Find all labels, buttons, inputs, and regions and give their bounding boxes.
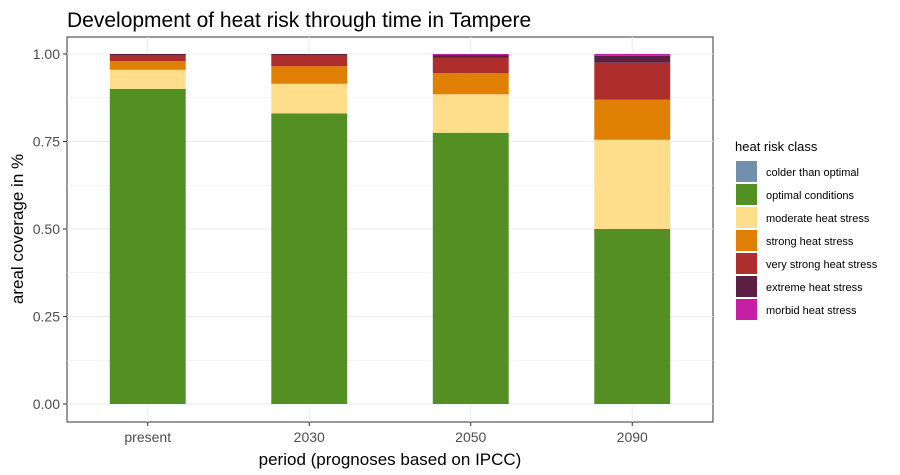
bar-segment	[109, 69, 186, 89]
y-axis-ticks: 0.00 0.25 0.50 0.75 1.00	[33, 46, 67, 412]
bar-segment	[109, 89, 186, 404]
bar-segment	[109, 54, 186, 56]
bar-segment	[432, 57, 509, 74]
legend-key	[736, 207, 757, 228]
legend-label: morbid heat stress	[766, 305, 857, 317]
x-tick-label: present	[124, 429, 171, 445]
bar-segment	[594, 54, 671, 56]
legend-label: optimal conditions	[766, 190, 855, 202]
bars	[109, 54, 671, 404]
legend: colder than optimal optimal conditions mod…	[736, 161, 878, 320]
y-tick-label: 0.25	[33, 309, 60, 325]
legend-label: strong heat stress	[766, 236, 854, 248]
x-tick-label: 2030	[294, 429, 325, 445]
bar-segment	[271, 113, 348, 404]
bar-segment	[271, 83, 348, 114]
bar-segment	[271, 55, 348, 67]
legend-label: very strong heat stress	[766, 259, 878, 271]
bar-segment	[594, 99, 671, 140]
legend-label: moderate heat stress	[766, 213, 870, 225]
legend-key	[736, 299, 757, 320]
y-tick-label: 1.00	[33, 46, 60, 62]
legend-key	[736, 276, 757, 297]
bar-segment	[432, 132, 509, 404]
legend-key	[736, 230, 757, 251]
bar-segment	[271, 66, 348, 84]
legend-label: colder than optimal	[766, 167, 859, 179]
legend-title: heat risk class	[735, 139, 818, 154]
bar-segment	[432, 55, 509, 58]
x-axis-ticks: present 2030 2050 2090	[124, 422, 648, 445]
x-axis-title: period (prognoses based on IPCC)	[259, 450, 522, 469]
bar-segment	[432, 73, 509, 95]
y-tick-label: 0.75	[33, 134, 60, 150]
legend-key	[736, 161, 757, 182]
bar-segment	[432, 94, 509, 133]
y-tick-label: 0.50	[33, 221, 60, 237]
legend-key	[736, 253, 757, 274]
legend-key	[736, 184, 757, 205]
bar-segment	[271, 54, 348, 56]
y-axis-title: areal coverage in %	[8, 154, 27, 304]
bar-segment	[109, 61, 186, 70]
bar-segment	[594, 55, 671, 63]
bar-segment	[109, 55, 186, 61]
bar-segment	[594, 62, 671, 100]
x-tick-label: 2090	[617, 429, 648, 445]
legend-label: extreme heat stress	[766, 282, 863, 294]
bar-segment	[432, 54, 509, 56]
y-tick-label: 0.00	[33, 396, 60, 412]
bar-segment	[594, 139, 671, 229]
x-tick-label: 2050	[455, 429, 486, 445]
bar-segment	[594, 229, 671, 404]
chart-title: Development of heat risk through time in…	[67, 9, 531, 32]
